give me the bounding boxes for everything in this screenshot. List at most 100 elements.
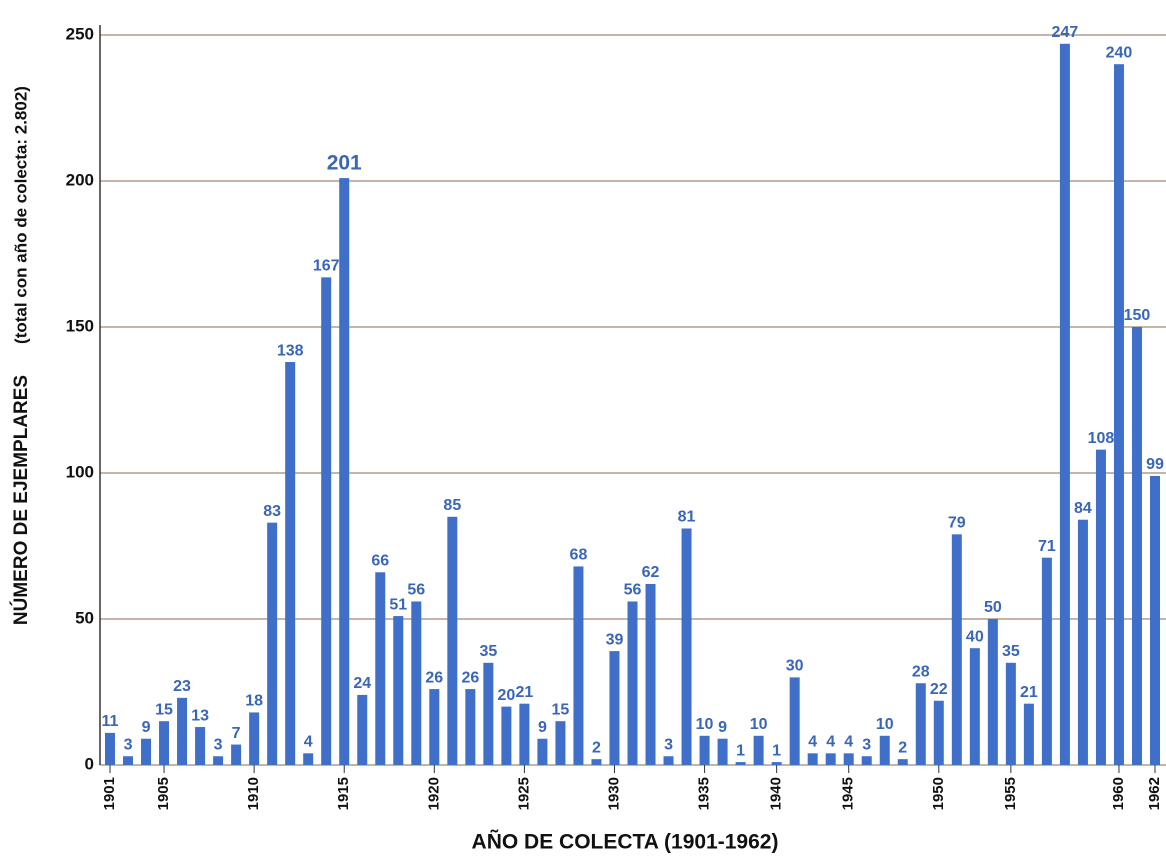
bar <box>879 735 890 765</box>
data-label: 10 <box>876 716 894 733</box>
bar <box>483 662 494 765</box>
data-label: 79 <box>948 515 966 532</box>
data-label: 3 <box>862 736 871 753</box>
y-tick-label: 250 <box>66 24 94 43</box>
data-label: 1 <box>736 742 745 759</box>
bar <box>465 689 476 765</box>
bar <box>1059 43 1070 765</box>
data-label: 39 <box>606 631 624 648</box>
data-label: 62 <box>642 564 660 581</box>
bar <box>1113 64 1124 765</box>
bar <box>807 753 818 765</box>
bar <box>339 178 350 765</box>
bar <box>303 753 314 765</box>
data-label: 51 <box>389 596 407 613</box>
bar <box>429 689 440 765</box>
bar <box>699 735 710 765</box>
bar <box>825 753 836 765</box>
data-label: 26 <box>425 669 443 686</box>
y-tick-label: 150 <box>66 316 94 335</box>
data-label: 20 <box>497 687 515 704</box>
bar <box>105 732 115 765</box>
data-label: 24 <box>353 675 371 692</box>
bar <box>519 703 530 765</box>
x-tick-label: 1950 <box>930 777 947 810</box>
x-tick-label: 1930 <box>605 777 622 810</box>
data-label: 3 <box>664 736 673 753</box>
data-label: 84 <box>1074 500 1092 517</box>
data-label: 83 <box>263 503 281 520</box>
bar <box>1005 662 1016 765</box>
bar <box>645 583 656 765</box>
x-tick-label: 1960 <box>1110 777 1127 810</box>
data-label: 9 <box>142 719 151 736</box>
bar <box>609 651 620 765</box>
data-label: 108 <box>1088 430 1115 447</box>
bar <box>321 277 332 765</box>
bar <box>501 706 512 765</box>
bar <box>591 759 602 765</box>
data-label: 9 <box>538 719 547 736</box>
bar <box>897 759 908 765</box>
bar <box>177 697 188 765</box>
data-label: 1 <box>772 742 781 759</box>
bar <box>861 756 872 765</box>
data-label: 10 <box>750 716 768 733</box>
data-label: 40 <box>966 628 984 645</box>
bar <box>1095 449 1106 765</box>
data-label: 4 <box>304 734 313 751</box>
data-label: 2 <box>898 739 907 756</box>
y-tick-label: 100 <box>66 462 94 481</box>
data-label: 21 <box>1020 684 1038 701</box>
bar <box>681 528 692 765</box>
bar <box>249 712 260 765</box>
data-label: 66 <box>371 552 389 569</box>
data-label: 3 <box>124 736 133 753</box>
data-label: 4 <box>844 734 853 751</box>
bar <box>933 700 944 765</box>
data-label: 240 <box>1106 44 1133 61</box>
data-label: 50 <box>984 599 1002 616</box>
bar <box>627 601 638 765</box>
bar <box>915 683 926 765</box>
y-tick-label: 0 <box>85 754 94 773</box>
bar <box>267 522 278 765</box>
bar <box>231 744 242 765</box>
bar <box>537 738 548 765</box>
data-label: 167 <box>313 258 340 275</box>
bar <box>195 727 206 765</box>
bar <box>1041 557 1052 765</box>
bar <box>357 694 368 765</box>
bar <box>573 566 584 765</box>
bar <box>447 516 458 765</box>
data-label: 71 <box>1038 538 1056 555</box>
data-label: 2 <box>592 739 601 756</box>
data-label: 68 <box>570 547 588 564</box>
data-label: 11 <box>102 713 119 730</box>
bar <box>375 572 386 765</box>
y-tick-label: 200 <box>66 170 94 189</box>
data-label: 201 <box>327 152 362 175</box>
x-tick-label: 1955 <box>1002 777 1019 810</box>
data-label: 26 <box>461 669 479 686</box>
x-tick-label: 1901 <box>101 777 118 810</box>
data-label: 56 <box>624 582 642 599</box>
bar <box>285 362 296 765</box>
bar <box>411 601 422 765</box>
data-label: 15 <box>155 701 173 718</box>
data-label: 35 <box>1002 643 1020 660</box>
data-label: 99 <box>1146 456 1164 473</box>
x-tick-label: 1945 <box>840 777 857 810</box>
bar <box>969 648 980 765</box>
bar <box>1131 327 1142 765</box>
bar <box>987 619 998 765</box>
x-axis-title: AÑO DE COLECTA (1901-1962) <box>472 831 779 854</box>
bar <box>159 721 170 765</box>
data-label: 23 <box>173 678 191 695</box>
x-tick-label: 1962 <box>1146 777 1163 810</box>
data-label: 85 <box>443 497 461 514</box>
x-tick-label: 1915 <box>335 777 352 810</box>
x-tick-label: 1905 <box>155 777 172 810</box>
data-label: 9 <box>718 719 727 736</box>
